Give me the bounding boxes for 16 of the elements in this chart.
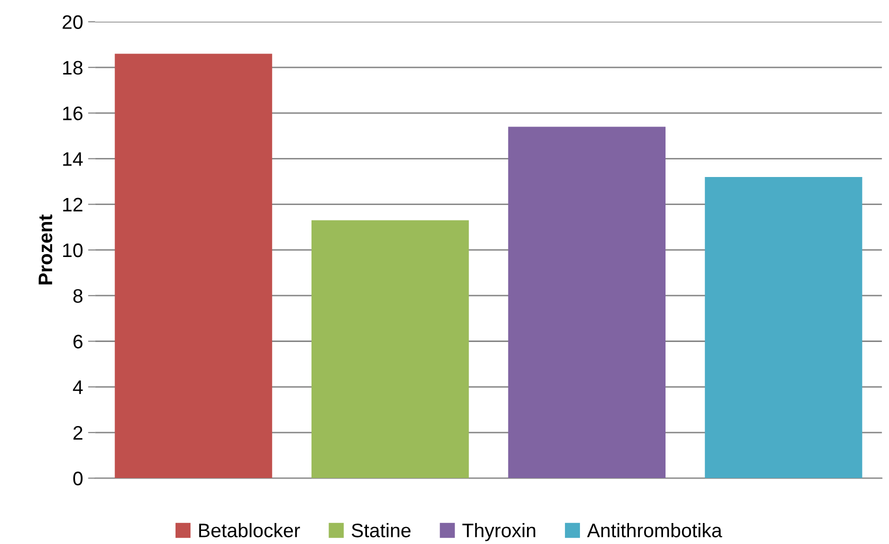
y-tick-label: 0 bbox=[73, 472, 83, 486]
legend-label: Antithrombotika bbox=[587, 523, 722, 538]
y-tick-label: 18 bbox=[63, 60, 82, 75]
y-tick-label: 10 bbox=[63, 243, 83, 258]
y-tick-label: 4 bbox=[72, 380, 83, 394]
y-tick-label: 12 bbox=[63, 198, 82, 212]
y-tick-label: 16 bbox=[63, 106, 82, 120]
y-tick-label: 8 bbox=[73, 289, 82, 303]
y-tick-label: 2 bbox=[73, 426, 82, 440]
legend-label: Betablocker bbox=[199, 523, 300, 538]
y-tick-label: 6 bbox=[73, 334, 82, 348]
y-tick-label: 14 bbox=[63, 152, 83, 166]
legend-label: Statine bbox=[352, 523, 411, 538]
y-axis-title: Prozent bbox=[38, 214, 52, 284]
legend-label: Thyroxin bbox=[462, 523, 536, 542]
y-tick-label: 20 bbox=[62, 15, 83, 29]
